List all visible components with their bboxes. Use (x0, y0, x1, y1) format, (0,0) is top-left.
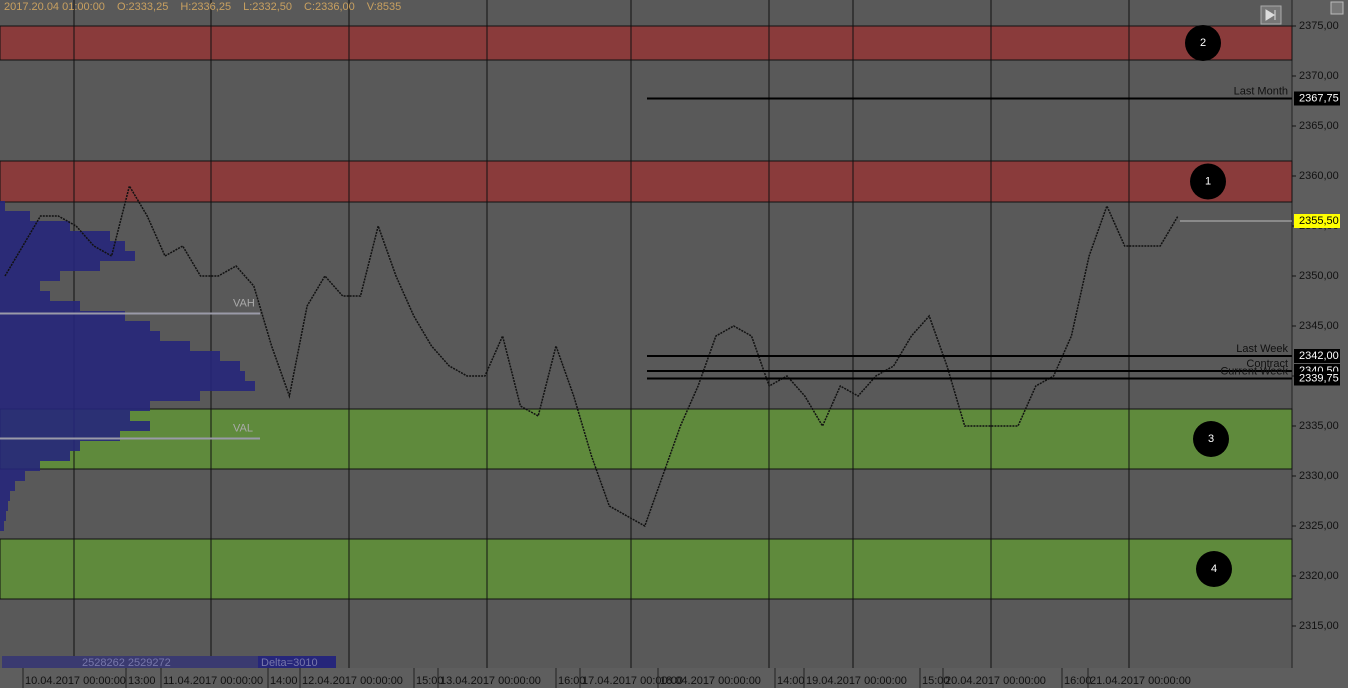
x-tick-label: 16:00 (1064, 675, 1092, 687)
x-tick-label: 10.04.2017 00:00:00 (25, 675, 126, 687)
x-tick-label: 11.04.2017 00:00:00 (163, 675, 263, 687)
profile-bar (0, 261, 100, 271)
profile-bar (0, 461, 40, 471)
x-tick-label: 13.04.2017 00:00:00 (440, 675, 541, 687)
price-line (4, 184, 1179, 528)
zone (0, 25, 1293, 61)
level-name: Current Week (1220, 365, 1288, 377)
zone (0, 160, 1293, 203)
footer-text: Delta=3010 (261, 657, 318, 669)
footer-text: 2528262 2529272 (82, 657, 171, 669)
profile-bar (0, 211, 30, 221)
y-tick-label: 2370,00 (1299, 70, 1339, 82)
profile-bar (0, 281, 40, 291)
y-tick-label: 2315,00 (1299, 620, 1339, 632)
x-tick-label: 16:00 (558, 675, 586, 687)
x-tick-label: 13:00 (128, 675, 156, 687)
value-area-label: VAL (233, 422, 253, 434)
y-tick-label: 2365,00 (1299, 120, 1339, 132)
y-tick-label: 2330,00 (1299, 470, 1339, 482)
header-item: V:8535 (367, 1, 401, 13)
profile-bar (0, 381, 255, 391)
profile-bar (0, 411, 130, 421)
zone-marker (1185, 25, 1221, 61)
y-tick-label: 2335,00 (1299, 420, 1339, 432)
level-label: 2367,75 (1299, 92, 1339, 104)
level-tag (1294, 349, 1340, 363)
profile-bar (0, 361, 240, 371)
x-tick-label: 14:00 (777, 675, 805, 687)
settings-button[interactable] (1330, 1, 1344, 15)
y-tick-label: 2345,00 (1299, 320, 1339, 332)
profile-bar (0, 271, 60, 281)
y-tick-label: 2375,00 (1299, 20, 1339, 32)
profile-bar (0, 451, 70, 461)
zone-marker (1193, 421, 1229, 457)
profile-bar (0, 491, 10, 501)
profile-bar (0, 341, 190, 351)
profile-bar (0, 301, 80, 311)
last-price-tag (1294, 214, 1340, 228)
profile-bar (0, 441, 80, 451)
profile-bar (0, 421, 150, 431)
header-item: H:2336,25 (180, 1, 231, 13)
level-tag (1294, 371, 1340, 386)
x-tick-label: 14:00 (270, 675, 298, 687)
x-tick-label: 21.04.2017 00:00:00 (1090, 675, 1191, 687)
profile-bar (0, 311, 125, 321)
level-label: 2339,75 (1299, 372, 1339, 384)
time-axis (0, 668, 1292, 688)
level-tag (1294, 91, 1340, 106)
x-tick-label: 19.04.2017 00:00:00 (806, 675, 907, 687)
x-tick-label: 20.04.2017 00:00:00 (945, 675, 1046, 687)
profile-bar (0, 201, 5, 211)
profile-bar (0, 481, 15, 491)
x-tick-label: 12.04.2017 00:00:00 (302, 675, 403, 687)
zone (0, 538, 1293, 600)
zone-number: 1 (1205, 175, 1211, 187)
value-area-label: VAH (233, 297, 255, 309)
header-item: 2017.20.04 01:00:00 (4, 1, 105, 13)
footer-box (258, 656, 336, 668)
zone-number: 4 (1211, 563, 1217, 575)
profile-bar (0, 431, 120, 441)
x-tick-label: 18.04.2017 00:00:00 (660, 675, 761, 687)
profile-bar (0, 231, 110, 241)
y-tick-label: 2325,00 (1299, 520, 1339, 532)
footer-box (2, 656, 258, 668)
header-item: L:2332,50 (243, 1, 292, 13)
x-tick-label: 15:00 (416, 675, 444, 687)
price-axis (1292, 0, 1348, 688)
profile-bar (0, 371, 245, 381)
level-label: 2342,00 (1299, 350, 1339, 362)
header-item: C:2336,00 (304, 1, 355, 13)
profile-bar (0, 401, 150, 411)
icon (1265, 9, 1276, 21)
y-tick-label: 2350,00 (1299, 270, 1339, 282)
profile-bar (0, 251, 135, 261)
profile-bar (0, 241, 125, 251)
last-price-label: 2355,50 (1299, 215, 1339, 227)
header-item: O:2333,25 (117, 1, 168, 13)
zone-number: 3 (1208, 433, 1214, 445)
profile-bar (0, 471, 25, 481)
profile-bar (0, 521, 4, 531)
y-tick-label: 2320,00 (1299, 570, 1339, 582)
profile-bar (0, 331, 160, 341)
profile-bar (0, 291, 50, 301)
y-tick-label: 2360,00 (1299, 170, 1339, 182)
level-name: Last Month (1234, 85, 1288, 97)
zone-marker (1196, 551, 1232, 587)
zone-number: 2 (1200, 37, 1206, 49)
level-name: Last Week (1236, 343, 1288, 355)
profile-bar (0, 391, 200, 401)
zone-marker (1190, 163, 1226, 200)
level-name: Contract (1246, 358, 1288, 370)
profile-bar (0, 351, 220, 361)
profile-bar (0, 321, 150, 331)
profile-bar (0, 511, 6, 521)
profile-bar (0, 501, 8, 511)
